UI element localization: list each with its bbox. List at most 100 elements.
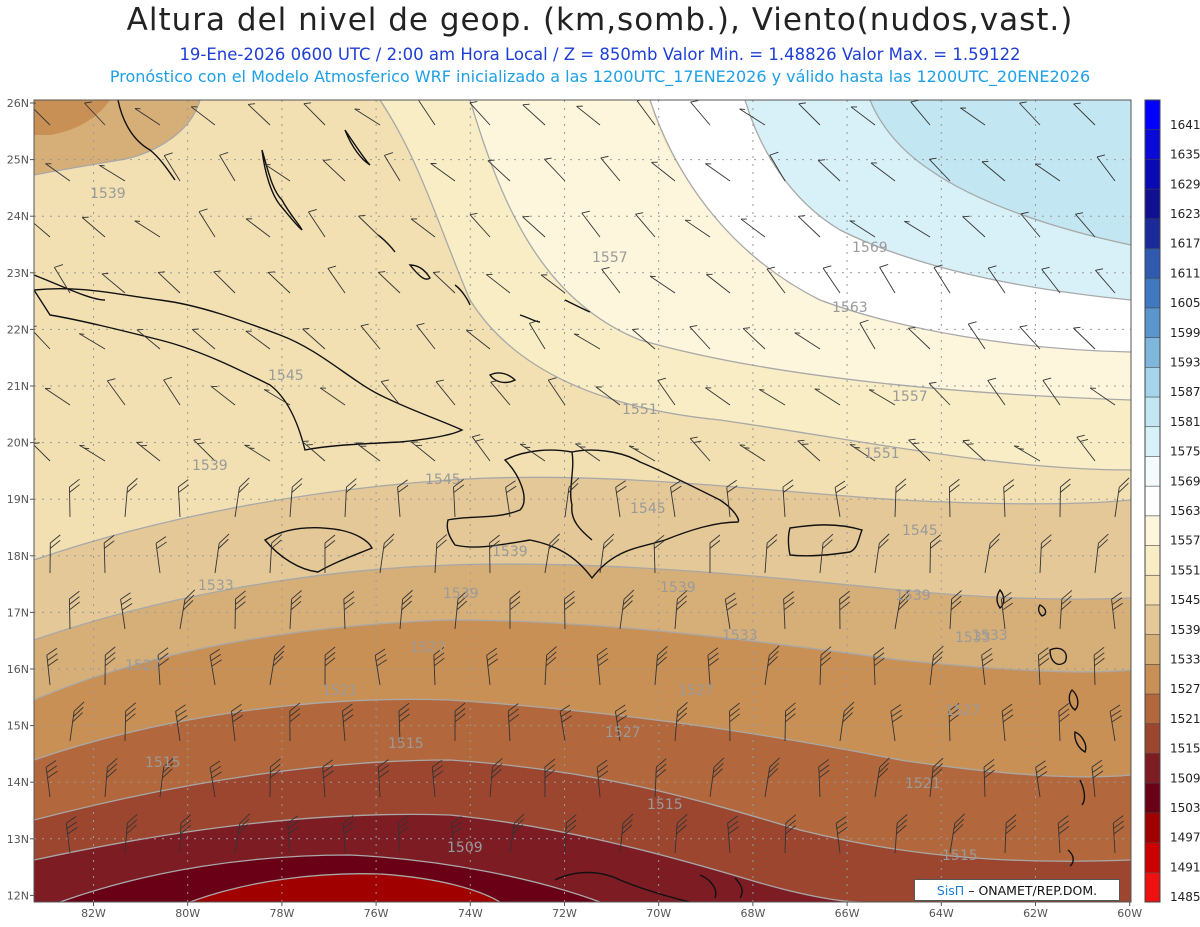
lon-label: 70W <box>646 907 671 920</box>
colorbar-swatch <box>1145 278 1160 309</box>
contour-label: 1521 <box>322 683 358 699</box>
wind-barb-feather <box>50 534 61 544</box>
contour-label: 1545 <box>630 501 666 517</box>
wind-barb-feather <box>324 646 336 656</box>
wind-barb <box>193 439 216 462</box>
wind-barb-feather <box>908 327 916 329</box>
wind-barb-feather <box>432 770 444 779</box>
wind-barb-feather <box>1019 101 1027 104</box>
wind-barb-feather <box>176 709 187 718</box>
wind-barb <box>211 386 236 406</box>
wind-barb <box>635 213 656 238</box>
wind-barb-feather <box>930 534 941 544</box>
colorbar-swatch <box>1145 486 1160 517</box>
colorbar-swatch <box>1145 575 1160 606</box>
wind-barb-feather <box>879 263 889 268</box>
wind-barb <box>689 438 711 462</box>
wind-barb-feather <box>842 712 853 723</box>
wind-barb <box>81 217 106 238</box>
wind-barb-feather <box>322 764 334 773</box>
wind-barb-feather <box>1075 212 1084 215</box>
wind-barb <box>739 108 766 126</box>
wind-barb <box>358 215 381 238</box>
contour-label: 1527 <box>605 725 641 741</box>
colorbar-swatch <box>1145 812 1160 844</box>
contour-label: 1545 <box>425 472 461 488</box>
wind-barb-feather <box>308 209 317 213</box>
wind-barb <box>234 598 237 630</box>
wind-barb-feather <box>164 152 173 156</box>
wind-barb <box>631 329 656 350</box>
wind-barb-feather <box>73 706 84 717</box>
wind-barb-feather <box>402 589 413 600</box>
lon-label: 78W <box>269 907 294 920</box>
wind-barb-feather <box>727 820 739 829</box>
wind-barb <box>870 162 896 182</box>
colorbar-label: 1539 <box>1170 623 1200 637</box>
colorbar-label: 1521 <box>1170 712 1200 726</box>
wind-barb-feather <box>46 765 57 773</box>
wind-barb-feather <box>933 264 943 269</box>
wind-barb-feather <box>1113 826 1125 835</box>
wind-barb-feather <box>452 826 463 835</box>
wind-barb-feather <box>79 333 85 335</box>
colorbar-label: 1503 <box>1170 801 1200 815</box>
colorbar-label: 1515 <box>1170 742 1200 756</box>
wind-barb-feather <box>877 768 889 779</box>
wind-barb <box>219 155 236 182</box>
model-run-line: Pronóstico con el Modelo Atmosferico WRF… <box>109 67 1091 86</box>
wind-barb-feather <box>384 152 394 156</box>
wind-barb-feather <box>962 439 970 442</box>
wind-barb-feather <box>622 594 634 605</box>
wind-barb-feather <box>548 377 557 381</box>
colorbar-swatch <box>1145 872 1160 903</box>
wind-barb-feather <box>1113 815 1124 824</box>
wind-barb <box>163 155 181 182</box>
wind-barb-feather <box>676 712 687 723</box>
wind-barb-feather <box>274 645 285 656</box>
wind-barb-feather <box>1118 477 1130 488</box>
colorbar-label: 1617 <box>1170 237 1200 251</box>
wind-barb-feather <box>67 826 78 835</box>
wind-barb-feather <box>729 702 740 712</box>
wind-barb-feather <box>597 658 609 667</box>
wind-barb-feather <box>729 708 740 717</box>
wind-barb-feather <box>381 379 390 383</box>
wind-barb <box>600 157 621 182</box>
wind-barb-feather <box>689 325 698 328</box>
wind-barb-feather <box>727 485 738 493</box>
wind-barb <box>1013 445 1041 462</box>
lat-label: 18N <box>7 550 29 563</box>
colorbar-label: 1497 <box>1170 831 1200 845</box>
wind-barb <box>904 220 931 238</box>
colorbar-label: 1641 <box>1170 118 1200 132</box>
wind-barb <box>360 325 381 350</box>
wind-barb <box>519 443 546 462</box>
wind-barb-feather <box>950 600 962 611</box>
wind-barb-feather <box>1057 815 1069 824</box>
wind-barb-feather <box>105 646 116 656</box>
wind-barb-feather <box>709 540 721 549</box>
wind-barb-feather <box>676 595 688 605</box>
wind-barb <box>136 442 161 462</box>
wind-barb-feather <box>529 320 539 324</box>
wind-barb-feather <box>676 600 687 611</box>
wind-barb <box>54 267 71 294</box>
wind-barb-feather <box>835 816 847 824</box>
wind-barb-feather <box>546 646 557 656</box>
wind-barb <box>822 267 841 294</box>
wind-barb <box>817 160 841 182</box>
wind-barb-feather <box>104 540 115 549</box>
wind-barb-feather <box>766 539 778 549</box>
wind-barb-feather <box>890 704 902 712</box>
wind-barb-feather <box>1112 602 1123 611</box>
contour-label: 1539 <box>443 586 479 602</box>
wind-barb <box>987 380 1006 406</box>
wind-barb <box>797 440 821 462</box>
wind-barb-feather <box>818 759 830 768</box>
wind-barb-feather <box>1073 326 1081 329</box>
wind-barb-feather <box>270 763 281 773</box>
longitude-labels: 82W 80W 78W 76W 74W 72W 70W 68W 66W 64W 62W 60W <box>81 902 1142 920</box>
wind-barb-feather <box>637 100 643 102</box>
wind-barb-feather <box>879 757 890 768</box>
